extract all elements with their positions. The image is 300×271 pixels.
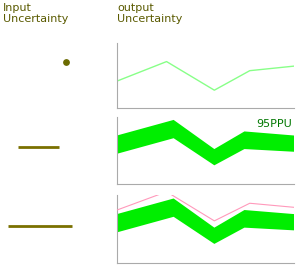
Point [64,59,69,64]
Polygon shape [117,120,294,174]
Text: 95PPU: 95PPU [256,119,292,128]
Text: output
Uncertainty: output Uncertainty [117,3,182,24]
Polygon shape [117,198,294,253]
Text: Input
Uncertainty: Input Uncertainty [3,3,68,24]
